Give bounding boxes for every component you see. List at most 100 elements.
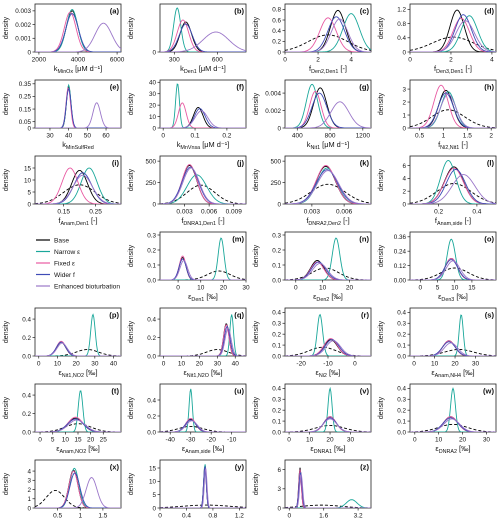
- panel-y: 0 5 10 15 0 0.4 0.8 1.2 density σC,b (y): [128, 459, 247, 523]
- density-curve-enhanced: [35, 22, 121, 52]
- y-tick-label: 0.0: [147, 277, 156, 284]
- panel-w: 0.0 0.1 0.2 0.3 0.4 0 10 20 30 density εDNRA2 [‰] (…: [378, 383, 497, 455]
- x-tick-label: -30: [186, 437, 196, 444]
- x-tick-label: 0: [353, 361, 357, 368]
- curves: [285, 164, 371, 204]
- legend: Base Narrow ε Fixed ε Wider f Enhanced biotu…: [36, 237, 120, 290]
- y-axis-label: density: [3, 16, 10, 39]
- legend-label-base: Base: [54, 237, 69, 244]
- y-tick-label: 2: [27, 487, 31, 494]
- panel-o: 0.00 0.12 0.24 0.36 0 5 10 15 density εDen3 [‰] (o…: [378, 231, 497, 303]
- x-tick-label: 10: [306, 437, 314, 444]
- x-tick-label: 10: [54, 361, 62, 368]
- curves: [410, 84, 496, 128]
- curves: [160, 388, 246, 432]
- y-axis-label: density: [253, 16, 260, 39]
- x-tick-label: 0.1: [191, 133, 200, 140]
- density-curve-base: [35, 10, 121, 52]
- density-curve-prior: [410, 109, 496, 128]
- y-tick-label: 0: [152, 505, 156, 512]
- x-tick-label: 0.8: [208, 513, 217, 520]
- legend-label-fixed: Fixed ε: [54, 260, 75, 267]
- y-axis-label: density: [128, 244, 135, 267]
- x-tick-label: 0.006: [201, 209, 218, 216]
- panel-e: 00.05 0.15 0.25 0.35 30 40 50 60 density kMinSulf…: [3, 79, 122, 151]
- y-tick-label: 3: [402, 86, 406, 93]
- x-tick-label: 0.009: [226, 209, 243, 216]
- density-curve-enhanced: [160, 327, 246, 356]
- y-tick-label: 4: [27, 468, 31, 475]
- panel-label: (a): [110, 7, 120, 16]
- density-curve-prior: [410, 183, 496, 204]
- x-tick-label: 1.6: [319, 513, 328, 520]
- density-curve-wider: [160, 258, 246, 280]
- density-curve-enhanced: [285, 418, 371, 432]
- density-curve-base: [285, 165, 371, 204]
- x-tick-label: 0: [413, 437, 417, 444]
- density-curve-wider: [285, 169, 371, 204]
- y-tick-label: 0.00: [394, 277, 407, 284]
- density-curve-enhanced: [410, 418, 496, 432]
- y-axis-label: density: [378, 320, 385, 343]
- curves: [160, 314, 246, 356]
- x-axis-label: σC,a: [72, 520, 85, 523]
- y-tick-label: 250: [145, 180, 156, 187]
- x-tick-label: 0: [161, 133, 165, 140]
- y-tick-label: 0: [152, 201, 156, 208]
- y-tick-label: 10: [149, 479, 157, 486]
- y-tick-label: 0: [402, 49, 406, 56]
- y-tick-label: 0: [152, 49, 156, 56]
- y-tick-label: 0.2: [22, 411, 31, 418]
- x-tick-label: 10: [62, 437, 70, 444]
- density-curve-enhanced: [285, 18, 371, 52]
- panel-u: 0.0 0.2 0.4 -40 -30 -20 -10 density εAnam,side […: [128, 383, 247, 455]
- density-curve-wider: [160, 466, 246, 508]
- density-curve-prior: [35, 423, 121, 432]
- y-tick-label: 10: [149, 114, 157, 121]
- density-curve-narrow: [410, 91, 496, 128]
- y-axis-label: density: [378, 168, 385, 191]
- density-curve-narrow: [160, 388, 246, 432]
- y-tick-label: 0.1: [397, 342, 406, 349]
- density-curve-narrow: [35, 9, 121, 52]
- y-tick-label: 0.8: [397, 21, 406, 28]
- x-tick-label: 15: [468, 285, 476, 292]
- curves: [285, 467, 371, 508]
- x-tick-label: 2000: [32, 57, 47, 64]
- density-curve-wider: [160, 166, 246, 204]
- plot-frame: [284, 307, 372, 357]
- x-tick-label: 25: [100, 437, 108, 444]
- density-curve-wider: [410, 417, 496, 432]
- y-axis-label: density: [253, 168, 260, 191]
- x-tick-label: 2: [316, 57, 320, 64]
- y-tick-label: 0.0: [147, 353, 156, 360]
- y-tick-label: 0.0: [22, 353, 31, 360]
- x-tick-label: 10: [431, 361, 439, 368]
- x-tick-label: 6000: [110, 57, 125, 64]
- x-tick-label: 0: [158, 513, 162, 520]
- x-tick-label: 0: [37, 361, 41, 368]
- density-curve-enhanced: [35, 342, 121, 356]
- density-curve-wider: [35, 172, 121, 204]
- y-axis-label: density: [128, 168, 135, 191]
- density-curve-prior: [410, 267, 496, 280]
- x-tick-label: -20: [206, 437, 216, 444]
- density-curve-narrow: [410, 238, 496, 280]
- x-tick-label: 0.006: [336, 209, 353, 216]
- density-curve-narrow: [285, 386, 371, 432]
- x-tick-label: 0.4: [182, 513, 191, 520]
- panel-label: (s): [485, 311, 495, 320]
- x-axis-label: σε: [325, 520, 333, 523]
- x-axis-label: kMinSulfRed: [62, 140, 94, 151]
- plot-frame: [159, 383, 247, 433]
- x-tick-label: 40: [232, 361, 240, 368]
- y-tick-label: 0.36: [394, 234, 407, 241]
- curves: [410, 238, 496, 280]
- panel-label: (l): [487, 159, 495, 168]
- density-curve-fixed: [35, 470, 121, 508]
- curves: [410, 387, 496, 432]
- x-tick-label: 30: [242, 285, 250, 292]
- panel-label: (f): [236, 83, 244, 92]
- density-curve-narrow: [35, 390, 121, 432]
- density-curve-enhanced: [285, 170, 371, 204]
